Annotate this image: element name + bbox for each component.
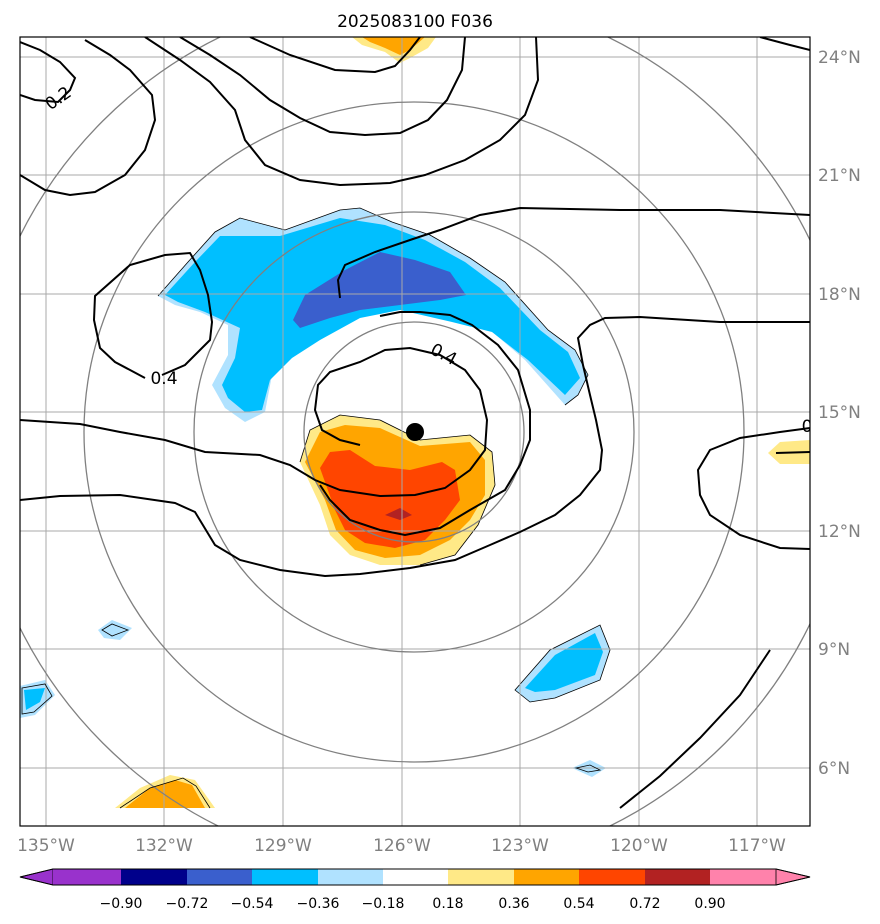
colorbar-bin-4 (252, 869, 318, 885)
positive-anomaly-south-core (125, 780, 205, 808)
lon-label-129w: 129°W (254, 836, 312, 856)
colorbar-bin-9 (579, 869, 645, 885)
colorbar-bin-1 (53, 869, 121, 885)
range-rings (20, 37, 810, 826)
contour-lines (20, 37, 810, 809)
colorbar-over-triangle (775, 868, 811, 886)
negative-anomaly-arc-edge (157, 207, 589, 406)
colorbar-bin-8 (514, 869, 579, 885)
cbar-tick-072: 0.72 (629, 896, 660, 912)
cbar-tick-054: 0.54 (563, 896, 594, 912)
lat-label-18n: 18°N (818, 285, 861, 305)
cbar-tick-036: 0.36 (498, 896, 529, 912)
colorbar-bin-5 (318, 869, 383, 885)
colorbar-bin-6 (383, 869, 448, 885)
lon-label-132w: 132°W (135, 836, 193, 856)
map-title: 2025083100 F036 (337, 12, 493, 32)
lon-label-126w: 126°W (373, 836, 431, 856)
lat-label-15n: 15°N (818, 403, 861, 423)
lon-label-135w: 135°W (17, 836, 75, 856)
lon-label-123w: 123°W (491, 836, 549, 856)
cbar-tick-m054: −0.54 (231, 896, 274, 912)
negative-anomaly-east-edge (514, 624, 611, 703)
contour-label-0-4-west: 0.4 (150, 369, 177, 389)
cbar-tick-018: 0.18 (432, 896, 463, 912)
colorbar-under-triangle (19, 868, 54, 886)
graticule (20, 37, 810, 826)
colorbar-bin-10 (645, 869, 710, 885)
lon-label-120w: 120°W (610, 836, 668, 856)
latitude-labels: 6°N 9°N 12°N 15°N 18°N 21°N 24°N (818, 48, 861, 779)
longitude-labels: 135°W 132°W 129°W 126°W 123°W 120°W 117°… (17, 836, 786, 856)
positive-anomaly-center-edge (299, 414, 496, 566)
colorbar-bin-2 (121, 869, 187, 885)
negative-anomaly-arc-core (293, 252, 466, 328)
lat-label-9n: 9°N (818, 640, 850, 660)
colorbar-bin-3 (187, 869, 252, 885)
negative-anomaly-small-1 (98, 620, 132, 640)
colorbar-bin-7 (448, 869, 514, 885)
positive-anomaly-top-core (362, 37, 425, 55)
negative-anomaly-east-core (525, 633, 603, 692)
cbar-tick-m018: −0.18 (362, 896, 405, 912)
positive-anomaly-center-peak (385, 508, 412, 520)
storm-center-marker (406, 423, 424, 441)
contour-label-0-east: 0 (802, 417, 813, 437)
cbar-tick-m036: −0.36 (297, 896, 340, 912)
lat-label-21n: 21°N (818, 166, 861, 186)
lat-label-6n: 6°N (818, 759, 850, 779)
small-contour-outlines (21, 623, 602, 809)
lat-label-24n: 24°N (818, 48, 861, 68)
colorbar-frame (19, 868, 811, 886)
colorbar-bin-11 (710, 869, 776, 885)
colorbar: −0.90 −0.72 −0.54 −0.36 −0.18 0.18 0.36 … (19, 868, 811, 912)
map-plot-area: 0.2 0.4 0.4 0 (20, 37, 813, 826)
colorbar-ticks: −0.90 −0.72 −0.54 −0.36 −0.18 0.18 0.36 … (100, 896, 726, 912)
cbar-tick-m090: −0.90 (100, 896, 143, 912)
positive-anomaly-center-core (320, 450, 460, 548)
lat-label-12n: 12°N (818, 522, 861, 542)
cbar-tick-090: 0.90 (694, 896, 725, 912)
map-frame (19, 36, 811, 827)
negative-anomaly-west-core (24, 688, 45, 710)
lon-label-117w: 117°W (728, 836, 786, 856)
cbar-tick-m072: −0.72 (166, 896, 209, 912)
